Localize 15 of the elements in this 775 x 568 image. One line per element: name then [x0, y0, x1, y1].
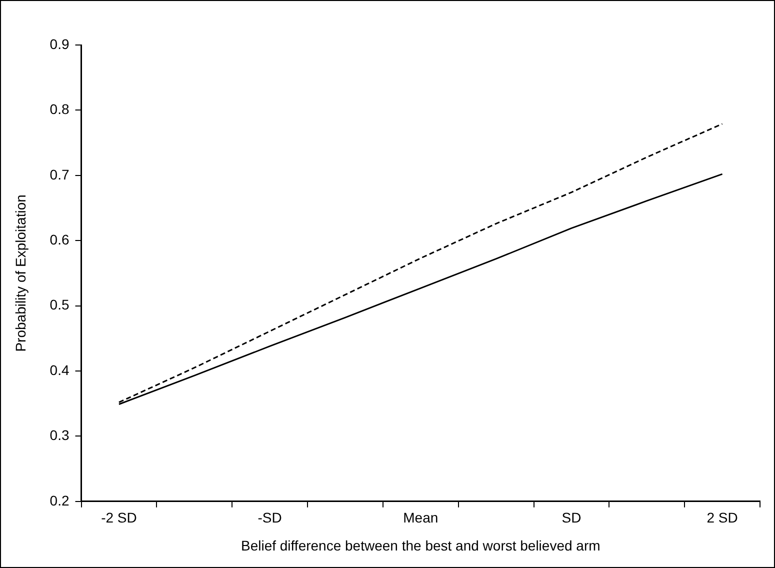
y-tick-label: 0.6 — [50, 231, 70, 248]
y-tick-label: 0.2 — [50, 492, 70, 508]
x-tick-label: 2 SD — [706, 510, 738, 526]
x-tick-label: SD — [562, 510, 582, 526]
y-tick-label: 0.3 — [50, 427, 70, 444]
y-tick-label: 0.7 — [50, 166, 70, 182]
x-tick-label: Mean — [403, 510, 438, 526]
y-tick-label: 0.5 — [50, 296, 70, 313]
x-axis-title: Belief difference between the best and worst believed arm — [240, 537, 600, 554]
x-tick-label: -2 SD — [101, 510, 137, 526]
y-tick-label: 0.8 — [50, 101, 70, 118]
y-tick-label: 0.4 — [50, 362, 70, 378]
x-tick-label: -SD — [258, 510, 282, 526]
y-axis-title: Probability of Exploitation — [12, 194, 28, 352]
y-tick-label: 0.9 — [50, 36, 70, 52]
